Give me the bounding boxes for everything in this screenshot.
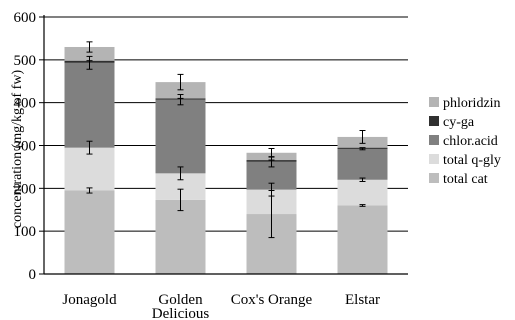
legend-swatch xyxy=(429,173,439,183)
axes xyxy=(39,15,408,275)
y-tick-label: 600 xyxy=(14,10,37,26)
x-category-label: Jonagold xyxy=(62,292,117,308)
y-tick-label: 100 xyxy=(14,224,37,240)
legend-swatch xyxy=(429,116,439,126)
y-axis-title: concentration (mg/kg of fw) xyxy=(10,70,25,229)
x-category-label: Elstar xyxy=(345,292,380,308)
legend-label: cy-ga xyxy=(443,115,475,130)
bar-segment xyxy=(64,147,115,191)
legend: phloridzin cy-ga chlor.acid total q-gly tota… xyxy=(429,96,501,187)
bar-segment xyxy=(337,148,388,180)
bar-segment xyxy=(64,62,115,148)
bar-segment xyxy=(337,179,388,206)
y-tick-label: 200 xyxy=(14,181,37,197)
y-tick-labels: 0 100 200 300 400 500 600 xyxy=(14,10,37,283)
x-category-label: Delicious xyxy=(152,306,210,320)
x-category-label: Golden xyxy=(158,292,203,308)
bar-segment xyxy=(155,99,206,174)
y-tick-label: 400 xyxy=(14,96,37,112)
legend-swatch xyxy=(429,97,439,107)
bar-segment xyxy=(155,199,206,274)
y-tick-label: 300 xyxy=(14,139,37,155)
y-tick-label: 0 xyxy=(29,267,37,283)
legend-label: phloridzin xyxy=(443,96,501,111)
legend-swatch xyxy=(429,135,439,145)
legend-swatch xyxy=(429,154,439,164)
bar-segment xyxy=(64,190,115,274)
error-bars xyxy=(86,41,366,239)
y-tick-label: 500 xyxy=(14,53,37,69)
x-category-label: Cox's Orange xyxy=(231,292,313,308)
legend-label: total cat xyxy=(443,172,488,187)
legend-label: total q-gly xyxy=(443,153,501,168)
bar-segment xyxy=(337,205,388,274)
bar-segment xyxy=(64,46,115,61)
bars xyxy=(64,46,388,274)
legend-label: chlor.acid xyxy=(443,134,498,149)
